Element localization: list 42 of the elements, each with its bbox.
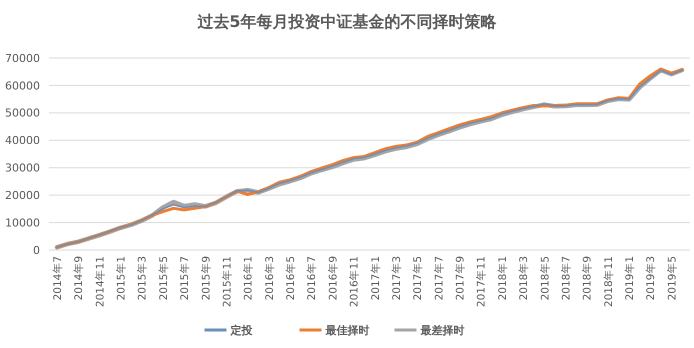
x-tick-label: 2017年9 bbox=[454, 256, 467, 300]
x-tick-label: 2016年9 bbox=[327, 256, 340, 300]
x-tick-label: 2019年1 bbox=[624, 256, 636, 300]
x-tick-label: 2016年7 bbox=[306, 256, 318, 300]
x-tick-label: 2014年11 bbox=[94, 256, 106, 308]
x-tick-label: 2018年5 bbox=[539, 256, 552, 300]
x-tick-label: 2017年7 bbox=[433, 256, 446, 300]
y-tick-label: 50000 bbox=[5, 106, 40, 120]
x-tick-label: 2015年11 bbox=[221, 256, 234, 308]
x-tick-label: 2017年5 bbox=[412, 256, 424, 300]
y-tick-label: 10000 bbox=[5, 216, 40, 230]
x-tick-label: 2015年7 bbox=[179, 256, 192, 300]
x-tick-label: 2017年11 bbox=[476, 256, 488, 308]
y-tick-label: 20000 bbox=[5, 188, 40, 202]
x-tick-label: 2014年9 bbox=[73, 256, 86, 300]
x-tick-label: 2016年3 bbox=[264, 256, 276, 300]
x-tick-label: 2015年3 bbox=[136, 256, 149, 300]
legend-label: 定投 bbox=[230, 324, 254, 337]
x-tick-label: 2015年9 bbox=[200, 256, 212, 300]
x-tick-label: 2019年3 bbox=[645, 256, 658, 300]
x-tick-label: 2018年1 bbox=[496, 256, 509, 300]
y-tick-label: 60000 bbox=[5, 79, 40, 92]
y-tick-label: 0 bbox=[33, 244, 40, 257]
x-tick-label: 2019年5 bbox=[666, 256, 678, 300]
chart-title: 过去5年每月投资中证基金的不同择时策略 bbox=[196, 12, 498, 31]
x-tick-label: 2018年11 bbox=[602, 256, 615, 308]
x-tick-label: 2018年7 bbox=[560, 256, 572, 300]
y-tick-label: 40000 bbox=[5, 134, 40, 148]
x-tick-label: 2016年1 bbox=[242, 256, 255, 300]
x-tick-label: 2016年11 bbox=[348, 256, 361, 308]
y-tick-label: 30000 bbox=[5, 162, 40, 175]
x-tick-label: 2017年1 bbox=[370, 256, 382, 300]
x-tick-label: 2015年5 bbox=[158, 256, 170, 300]
x-tick-label: 2017年3 bbox=[390, 256, 403, 300]
x-tick-label: 2015年1 bbox=[116, 256, 128, 300]
x-tick-label: 2018年9 bbox=[582, 256, 594, 300]
legend-label: 最佳择时 bbox=[324, 324, 370, 337]
x-tick-label: 2018年3 bbox=[518, 256, 530, 300]
y-tick-label: 70000 bbox=[5, 52, 40, 65]
legend-label: 最差择时 bbox=[420, 324, 464, 337]
x-tick-label: 2014年7 bbox=[52, 256, 64, 300]
x-tick-label: 2016年5 bbox=[285, 256, 298, 300]
